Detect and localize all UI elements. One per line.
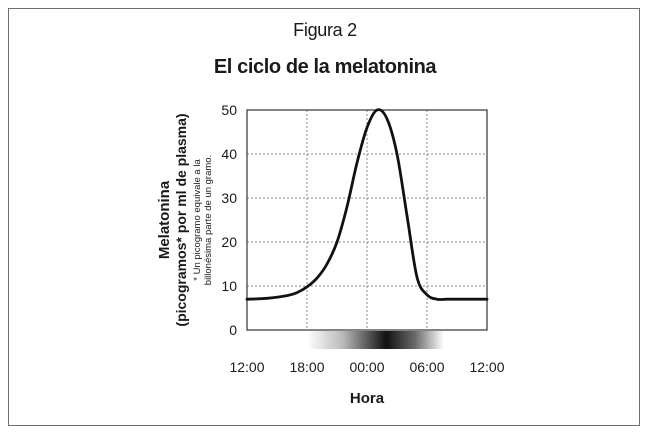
x-tick-label: 06:00	[409, 359, 444, 375]
plot-frame	[246, 109, 488, 331]
x-tick-labels: 12:00 18:00 00:00 06:00 12:00	[229, 359, 504, 375]
figure-frame	[8, 8, 640, 426]
y-tick-label: 10	[221, 278, 237, 294]
x-tick-label: 18:00	[289, 359, 324, 375]
y-axis-label-line1: Melatonina	[156, 180, 173, 259]
melatonin-curve	[245, 108, 489, 301]
x-axis-label: Hora	[350, 390, 385, 407]
y-axis-note-line1: * Un picogramo equivale a la	[192, 159, 203, 281]
y-tick-label: 50	[221, 102, 237, 118]
y-tick-label: 40	[221, 146, 237, 162]
day-night-band	[247, 331, 487, 349]
x-tick-label: 12:00	[469, 359, 504, 375]
chart-title: El ciclo de la melatonina	[213, 56, 437, 78]
y-tick-label: 0	[229, 322, 237, 338]
figure-label: Figura 2	[293, 20, 357, 40]
y-axis-label-line2: (picogramos* por ml de plasma)	[173, 113, 189, 326]
y-axis-note-line2: billonésima parte de un gramo.	[203, 155, 214, 285]
y-tick-label: 30	[221, 190, 237, 206]
x-tick-label: 00:00	[349, 359, 384, 375]
y-tick-label: 20	[221, 234, 237, 250]
y-tick-labels: 0 10 20 30 40 50	[221, 102, 237, 338]
x-tick-label: 12:00	[229, 359, 264, 375]
